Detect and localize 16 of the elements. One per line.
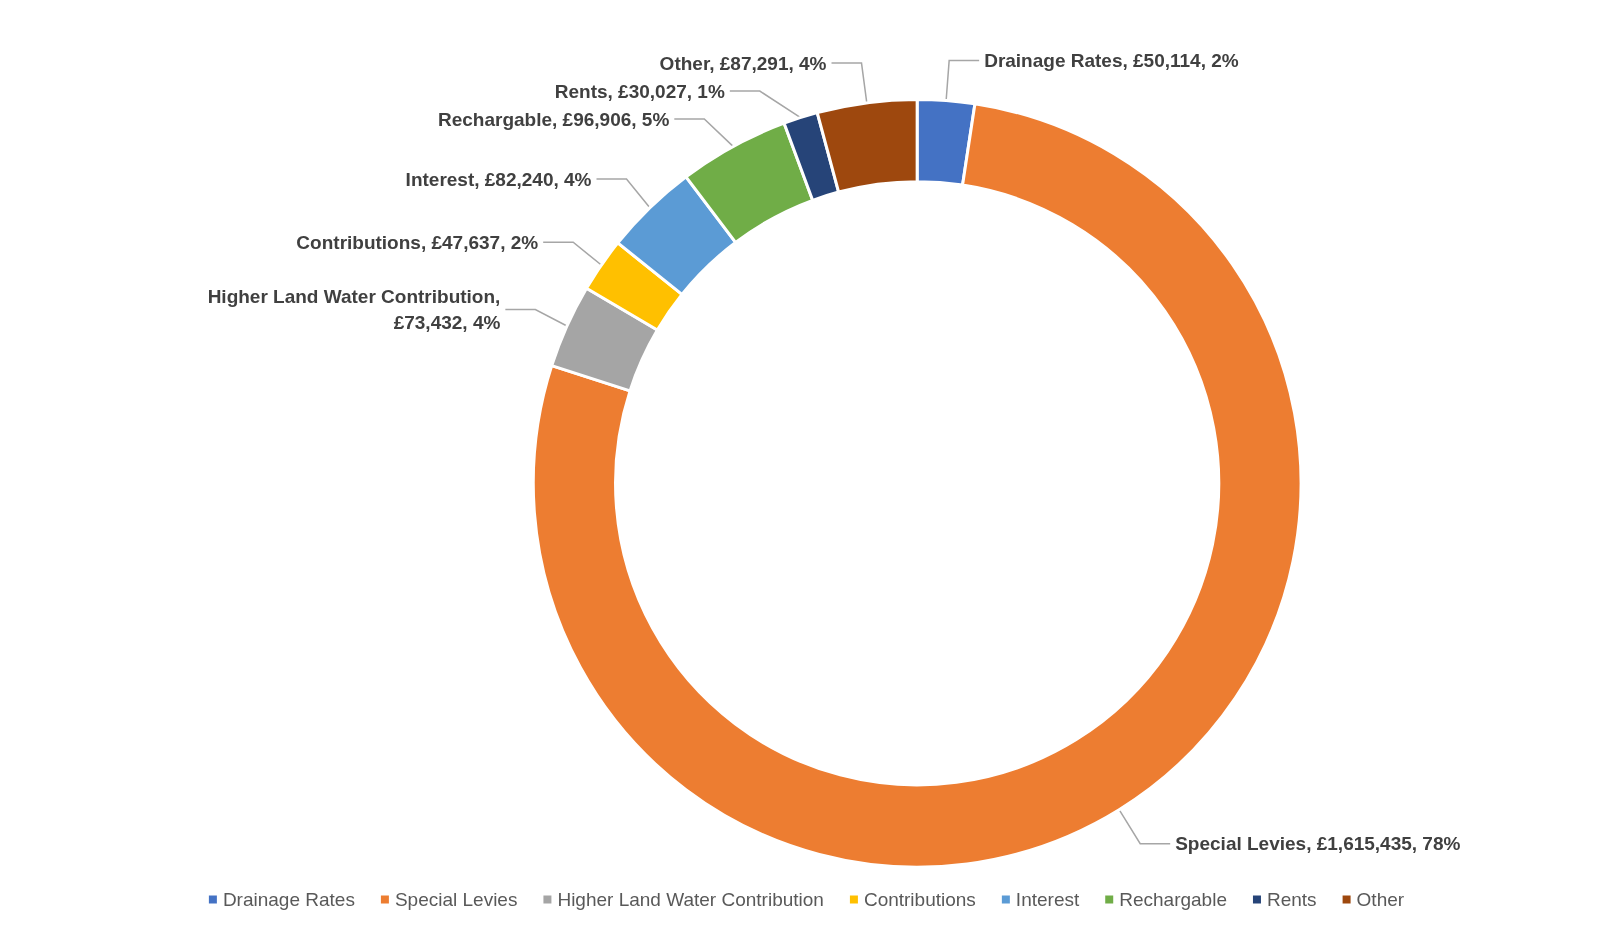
legend-label: Rents	[1266, 889, 1317, 910]
data-label: Other, £87,291, 4%	[659, 52, 827, 74]
data-label: Interest, £82,240, 4%	[405, 168, 592, 190]
legend-label: Higher Land Water Contribution	[557, 889, 824, 910]
legend-label: Drainage Rates	[222, 889, 355, 910]
legend-label: Interest	[1015, 889, 1080, 910]
legend-label: Contributions	[863, 889, 976, 910]
legend-label: Rechargable	[1119, 889, 1227, 910]
data-label: Rechargable, £96,906, 5%	[437, 108, 670, 130]
legend-label: Special Levies	[394, 889, 518, 910]
data-label: Contributions, £47,637, 2%	[296, 231, 539, 253]
data-label: Higher Land Water Contribution, £73,432, 4%	[207, 286, 501, 334]
data-label: Rents, £30,027, 1%	[554, 80, 725, 102]
data-label: Drainage Rates, £50,114, 2%	[984, 50, 1239, 72]
legend-label: Other	[1356, 889, 1405, 910]
data-label: Special Levies, £1,615,435, 78%	[1175, 833, 1461, 855]
